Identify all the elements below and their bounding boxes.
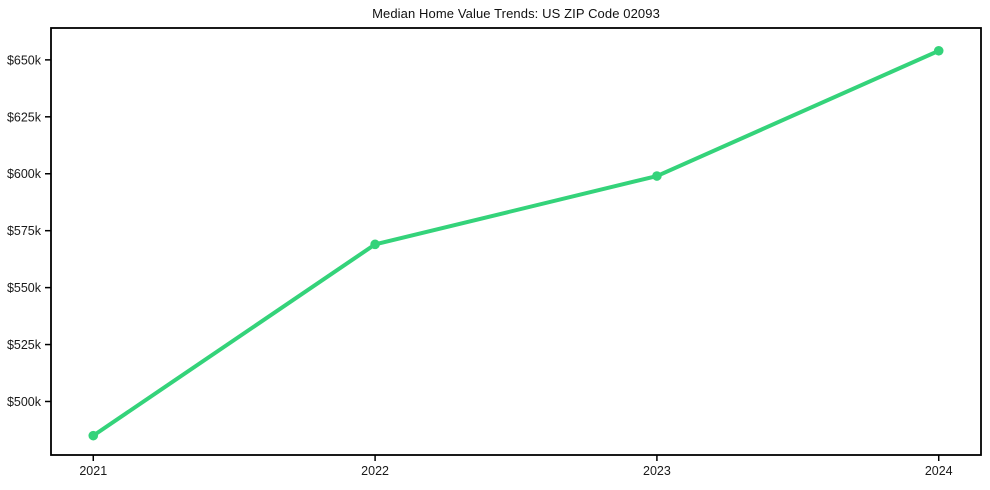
trend-line <box>91 48 941 438</box>
axes-box <box>50 27 982 456</box>
y-tick-label: $500k <box>7 395 42 409</box>
data-point <box>933 45 944 56</box>
x-tick-label: 2022 <box>361 464 389 478</box>
trend-line-series <box>88 45 944 441</box>
x-tick-label: 2024 <box>925 464 953 478</box>
y-tick-label: $650k <box>7 53 42 67</box>
y-tick-label: $600k <box>7 167 42 181</box>
data-point <box>88 430 99 441</box>
y-tick-label: $625k <box>7 110 42 124</box>
y-tick-label: $550k <box>7 281 42 295</box>
plot-border <box>50 27 982 456</box>
y-tick-label: $525k <box>7 338 42 352</box>
x-tick-label: 2023 <box>643 464 671 478</box>
axis-ticks: $500k $525k $550k $575k $600k $625k $650k 2021 2… <box>7 53 953 478</box>
data-point <box>370 239 380 250</box>
chart-title: Median Home Value Trends: US ZIP Code 02… <box>372 6 660 21</box>
y-tick-label: $575k <box>7 224 42 238</box>
x-tick-label: 2021 <box>79 464 107 478</box>
data-point <box>652 171 662 181</box>
